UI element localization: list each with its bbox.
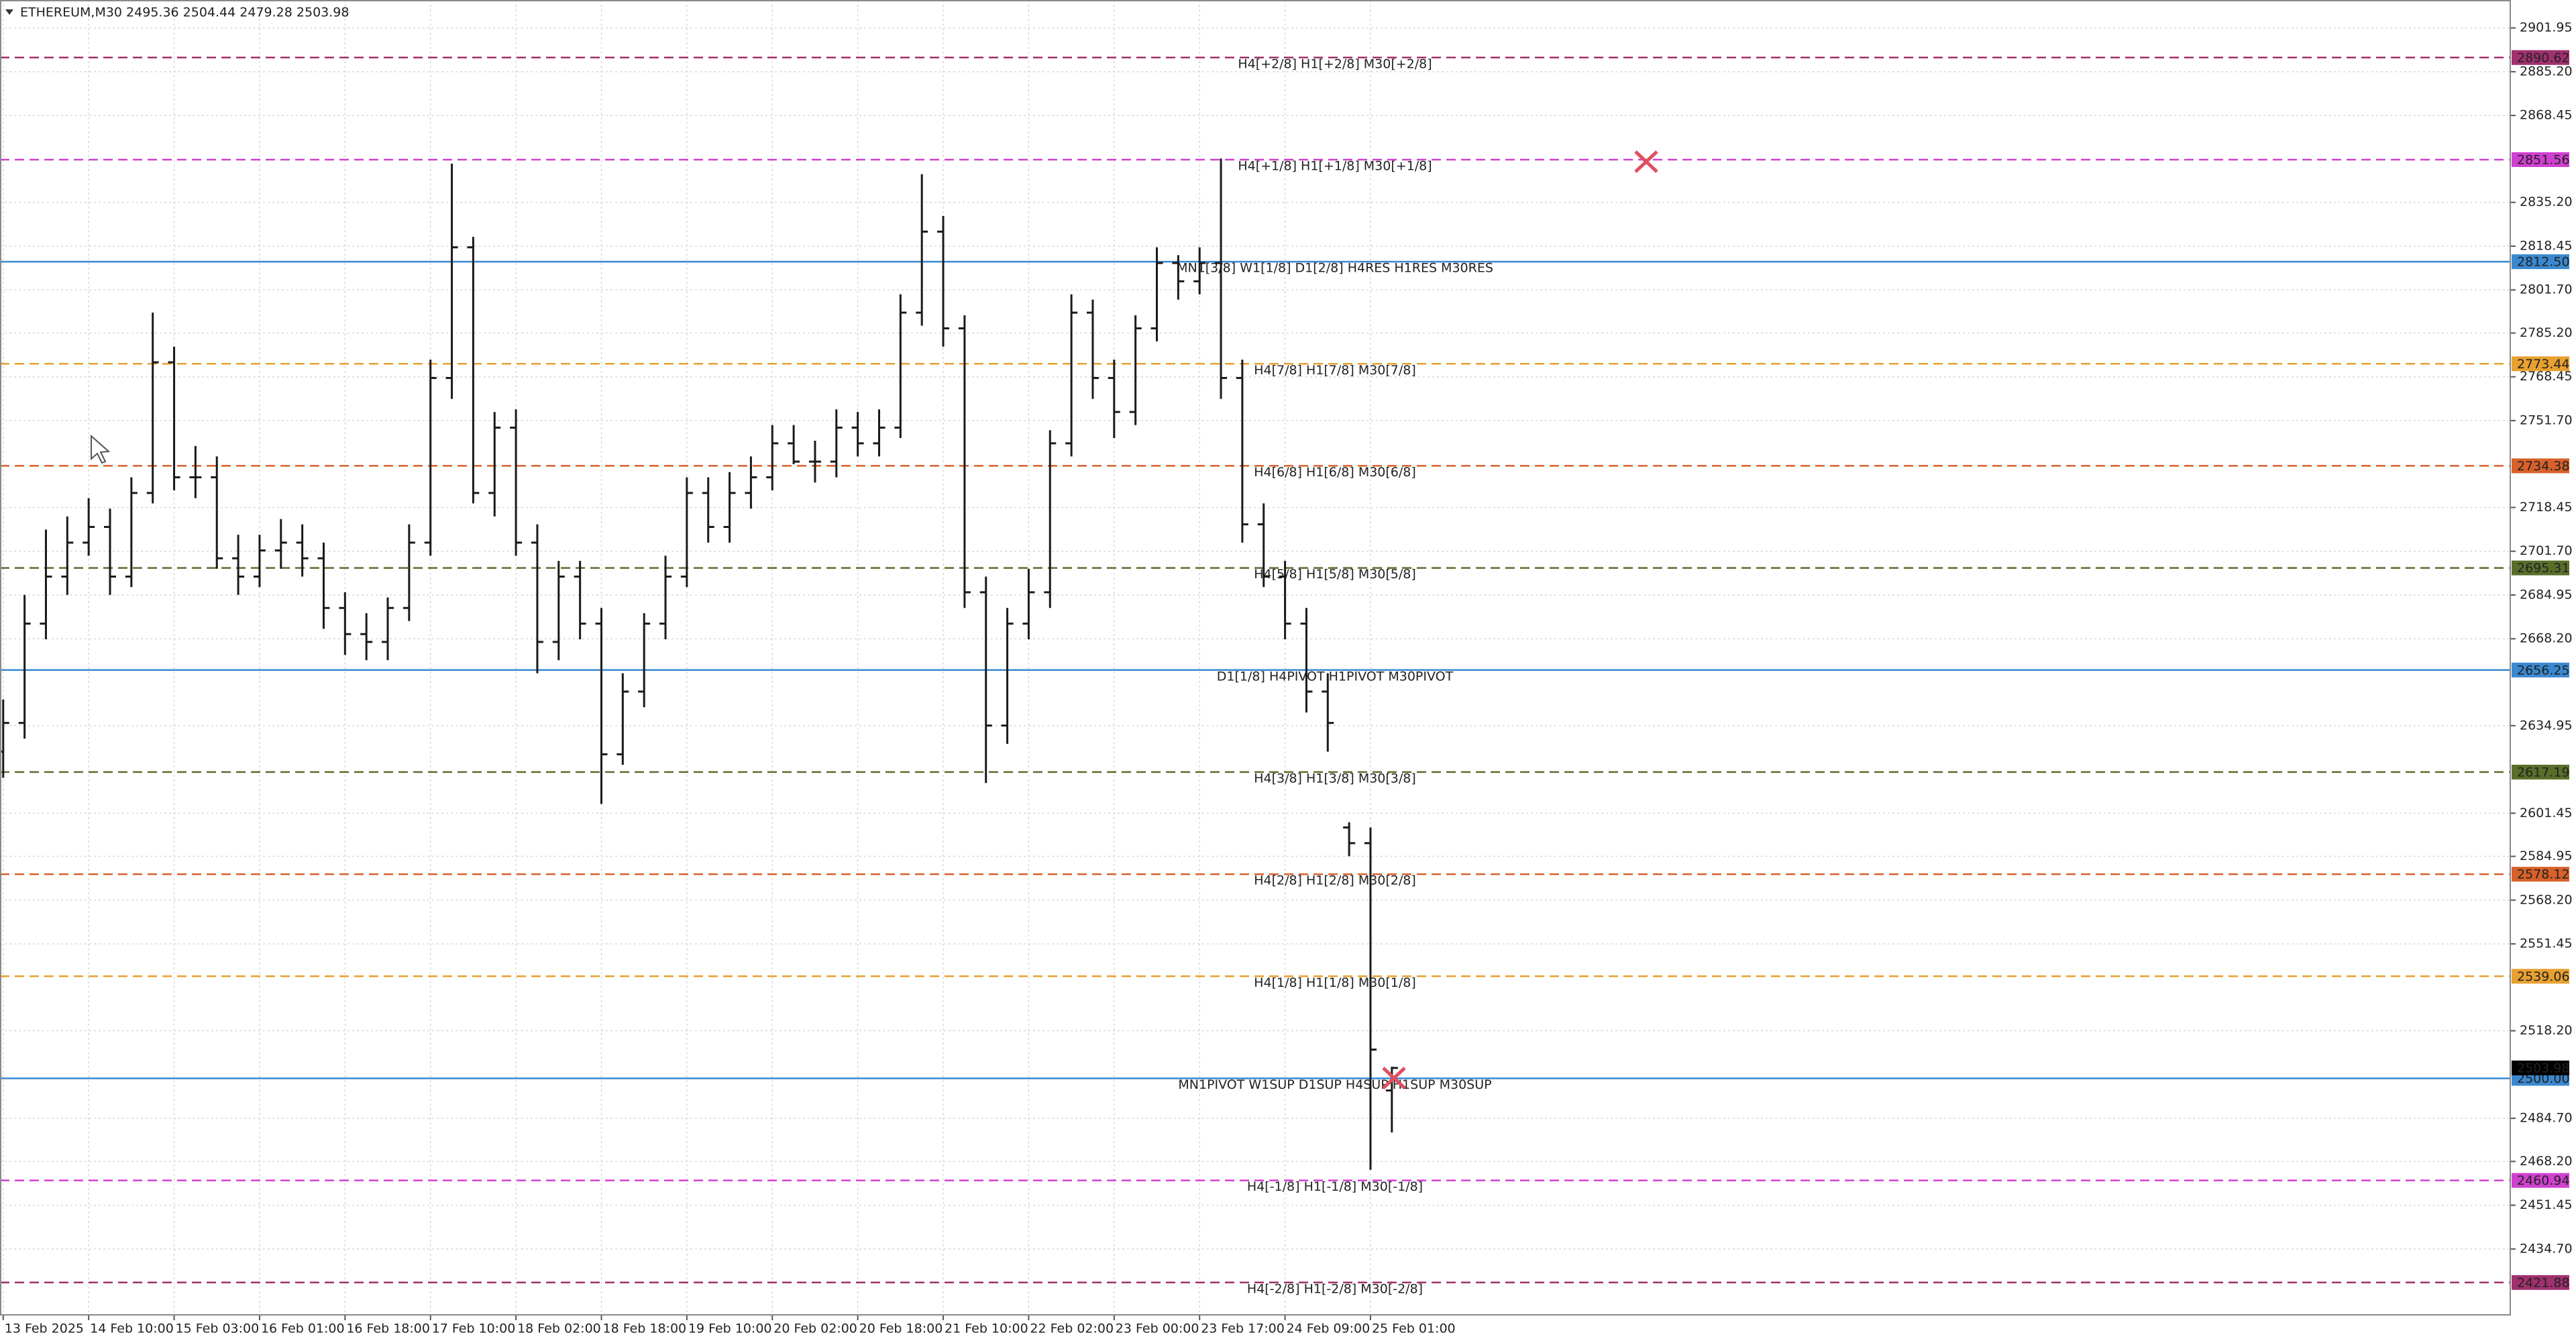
price-tag-label: 2812.50 bbox=[2517, 255, 2570, 270]
level-label: MN1[3/8] W1[1/8] D1[2/8] H4RES H1RES M30… bbox=[1177, 261, 1493, 276]
symbol-icon bbox=[5, 9, 13, 15]
x-tick-label: 20 Feb 02:00 bbox=[773, 1322, 857, 1336]
x-tick-label: 15 Feb 03:00 bbox=[176, 1322, 260, 1336]
y-tick-label: 2901.95 bbox=[2520, 20, 2573, 35]
y-tick-label: 2701.70 bbox=[2520, 543, 2573, 558]
price-tag-label: 2617.19 bbox=[2517, 765, 2570, 780]
last-price-tag bbox=[2512, 1060, 2569, 1075]
y-tick-label: 2668.20 bbox=[2520, 631, 2573, 646]
price-tag bbox=[2512, 969, 2569, 984]
x-tick-label: 16 Feb 18:00 bbox=[346, 1322, 430, 1336]
y-tick-label: 2601.45 bbox=[2520, 806, 2573, 820]
level-label: D1[1/8] H4PIVOT H1PIVOT M30PIVOT bbox=[1217, 669, 1454, 684]
x-tick-label: 16 Feb 01:00 bbox=[261, 1322, 345, 1336]
level-label: H4[6/8] H1[6/8] M30[6/8] bbox=[1254, 465, 1416, 480]
x-tick-label: 19 Feb 10:00 bbox=[688, 1322, 772, 1336]
price-tag-label: 2539.06 bbox=[2517, 969, 2570, 984]
y-tick-label: 2885.20 bbox=[2520, 64, 2573, 78]
x-tick-label: 14 Feb 10:00 bbox=[90, 1322, 174, 1336]
x-tick-label: 21 Feb 10:00 bbox=[945, 1322, 1028, 1336]
price-tag bbox=[2512, 50, 2569, 65]
mouse-cursor bbox=[91, 434, 111, 464]
price-tag-label: 2890.62 bbox=[2517, 50, 2570, 65]
y-tick-label: 2835.20 bbox=[2520, 195, 2573, 209]
y-tick-label: 2518.20 bbox=[2520, 1023, 2573, 1038]
level-label: H4[+1/8] H1[+1/8] M30[+1/8] bbox=[1238, 158, 1432, 173]
y-tick-label: 2751.70 bbox=[2520, 413, 2573, 427]
x-tick-label: 18 Feb 18:00 bbox=[602, 1322, 686, 1336]
price-tag-label: 2656.25 bbox=[2517, 663, 2570, 678]
level-label: H4[-1/8] H1[-1/8] M30[-1/8] bbox=[1247, 1179, 1423, 1194]
y-tick-label: 2568.20 bbox=[2520, 892, 2573, 907]
chart-title: ETHEREUM,M30 2495.36 2504.44 2479.28 250… bbox=[20, 5, 349, 20]
price-tag bbox=[2512, 458, 2569, 474]
price-tag bbox=[2512, 152, 2569, 167]
x-tick-label: 17 Feb 10:00 bbox=[432, 1322, 516, 1336]
y-tick-label: 2551.45 bbox=[2520, 936, 2573, 951]
price-tag bbox=[2512, 1173, 2569, 1188]
x-tick-label: 13 Feb 2025 bbox=[5, 1322, 84, 1336]
y-tick-label: 2434.70 bbox=[2520, 1241, 2573, 1256]
level-label: MN1PIVOT W1SUP D1SUP H4SUP H1SUP M30SUP bbox=[1178, 1077, 1491, 1092]
x-tick-label: 22 Feb 02:00 bbox=[1030, 1322, 1114, 1336]
level-label: H4[2/8] H1[2/8] M30[2/8] bbox=[1254, 873, 1416, 888]
price-tag-label: 2695.31 bbox=[2517, 561, 2570, 576]
price-tag-label: 2851.56 bbox=[2517, 152, 2570, 167]
price-tag-label: 2773.44 bbox=[2517, 357, 2570, 372]
level-label: H4[3/8] H1[3/8] M30[3/8] bbox=[1254, 771, 1416, 786]
y-tick-label: 2868.45 bbox=[2520, 108, 2573, 123]
y-tick-label: 2785.20 bbox=[2520, 325, 2573, 340]
price-bars bbox=[0, 158, 1398, 1170]
level-label: H4[+2/8] H1[+2/8] M30[+2/8] bbox=[1238, 56, 1432, 71]
x-tick-label: 24 Feb 09:00 bbox=[1287, 1322, 1371, 1336]
price-tag-label: 2578.12 bbox=[2517, 867, 2570, 882]
y-tick-label: 2584.95 bbox=[2520, 849, 2573, 863]
trade-marker bbox=[1382, 1067, 1406, 1089]
y-tick-label: 2634.95 bbox=[2520, 718, 2573, 733]
price-tag-label: 2734.38 bbox=[2517, 459, 2570, 474]
y-tick-label: 2468.20 bbox=[2520, 1154, 2573, 1169]
grid bbox=[0, 0, 2510, 1315]
y-tick-label: 2451.45 bbox=[2520, 1197, 2573, 1212]
x-tick-label: 20 Feb 18:00 bbox=[859, 1322, 943, 1336]
axes: 2901.95 2885.20 2868.45 2835.20 2818.45 2801.… bbox=[2, 20, 2573, 1336]
trade-marker bbox=[1634, 150, 1658, 173]
y-tick-label: 2768.45 bbox=[2520, 369, 2573, 384]
x-tick-label: 25 Feb 01:00 bbox=[1372, 1322, 1456, 1336]
x-tick-label: 23 Feb 00:00 bbox=[1116, 1322, 1199, 1336]
y-tick-label: 2718.45 bbox=[2520, 500, 2573, 515]
x-tick-label: 23 Feb 17:00 bbox=[1201, 1322, 1285, 1336]
last-price-label: 2503.98 bbox=[2517, 1061, 2570, 1075]
price-tag bbox=[2512, 254, 2569, 270]
y-tick-label: 2484.70 bbox=[2520, 1111, 2573, 1126]
plot-border bbox=[0, 0, 2511, 1316]
level-label: H4[1/8] H1[1/8] M30[1/8] bbox=[1254, 975, 1416, 990]
level-label: H4[7/8] H1[7/8] M30[7/8] bbox=[1254, 363, 1416, 378]
level-label: H4[5/8] H1[5/8] M30[5/8] bbox=[1254, 567, 1416, 582]
y-tick-label: 2684.95 bbox=[2520, 587, 2573, 602]
y-tick-label: 2801.70 bbox=[2520, 282, 2573, 297]
x-tick-label: 18 Feb 02:00 bbox=[517, 1322, 601, 1336]
price-tag bbox=[2512, 356, 2569, 372]
price-tag bbox=[2512, 560, 2569, 576]
y-tick-label: 2818.45 bbox=[2520, 238, 2573, 253]
price-tag bbox=[2512, 1275, 2569, 1290]
price-tag bbox=[2512, 764, 2569, 780]
price-tag bbox=[2512, 867, 2569, 882]
price-tag-label: 2421.88 bbox=[2517, 1275, 2570, 1290]
level-label: H4[-2/8] H1[-2/8] M30[-2/8] bbox=[1247, 1281, 1423, 1296]
levels: H4[+2/8] H1[+2/8] M30[+2/8] H4[+1/8] H1[+… bbox=[0, 56, 2510, 1296]
price-tag-label: 2460.94 bbox=[2517, 1173, 2570, 1188]
price-tag bbox=[2512, 662, 2569, 678]
